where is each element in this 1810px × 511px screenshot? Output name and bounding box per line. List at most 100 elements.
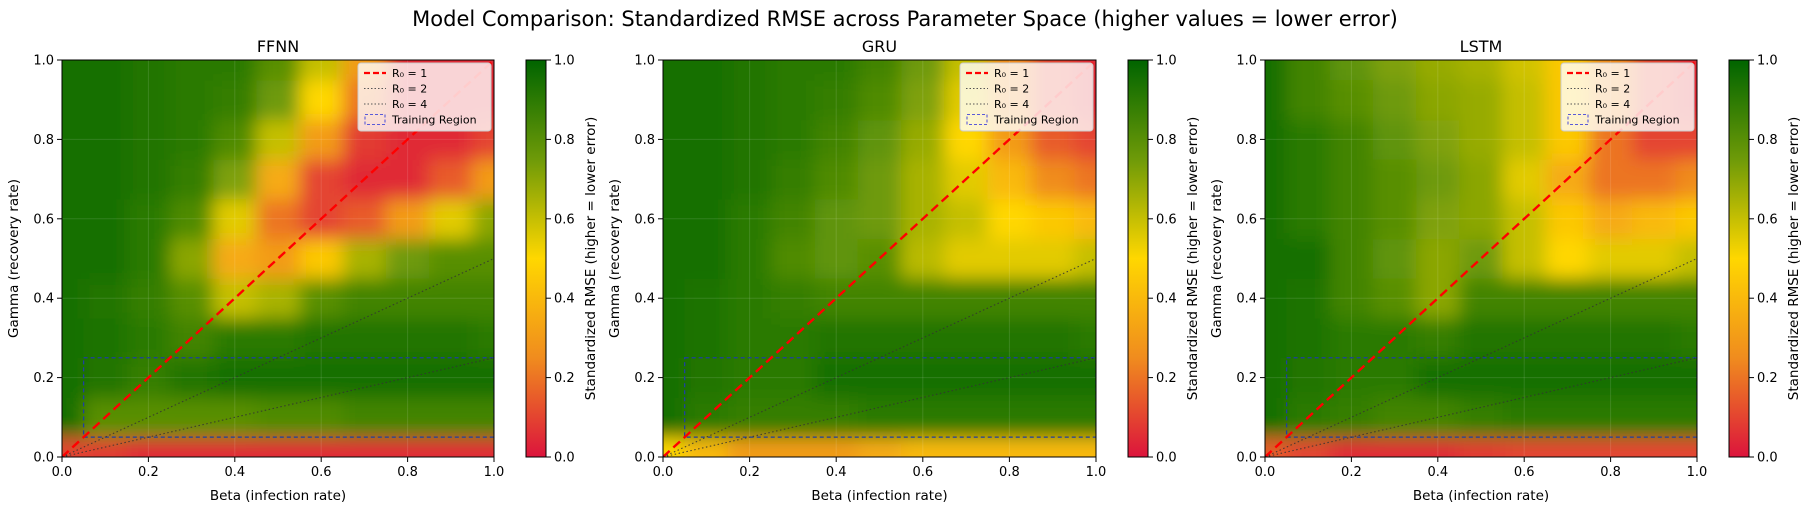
heatmap-cell	[1589, 198, 1633, 240]
x-axis-label: Beta (infection rate)	[811, 488, 947, 504]
x-tick-label: 1.0	[1687, 465, 1708, 480]
heatmap-cell	[1416, 437, 1460, 457]
heatmap-cell	[1031, 198, 1075, 240]
heatmap-cell	[1632, 437, 1676, 457]
heatmap-cell	[987, 198, 1032, 240]
heatmap-cell	[1459, 79, 1504, 121]
heatmap-cell	[987, 397, 1032, 438]
heatmap-cell	[663, 318, 686, 359]
colorbar-tick-label: 0.4	[1156, 292, 1177, 307]
heatmap-cell	[1502, 278, 1547, 319]
y-tick-label: 1.0	[1236, 54, 1257, 69]
heatmap-cell	[213, 357, 257, 398]
heatmap-cell	[62, 119, 85, 160]
heatmap-cell	[1416, 60, 1460, 81]
heatmap-cell	[170, 397, 214, 438]
heatmap-cell	[1265, 357, 1288, 398]
heatmap-cell	[857, 159, 902, 200]
heatmap-cell	[126, 238, 171, 279]
r0-line-2	[62, 258, 494, 457]
heatmap-cell	[1265, 79, 1288, 121]
heatmap-cell	[429, 159, 473, 200]
heatmap-cell	[1589, 238, 1633, 279]
heatmap-cell	[1373, 119, 1417, 160]
heatmap-cell	[1329, 159, 1374, 200]
heatmap-cell	[1373, 79, 1417, 121]
colorbar-tick-label: 0.6	[1757, 212, 1778, 227]
heatmap-cell	[727, 278, 772, 319]
heatmap-cell	[771, 79, 816, 121]
colorbar-tick-label: 0.2	[554, 371, 575, 386]
heatmap-cell	[83, 119, 128, 160]
heatmap-cell	[83, 159, 128, 200]
heatmap-cell	[1675, 198, 1697, 240]
heatmap-cell	[901, 238, 945, 279]
heatmap-cell	[386, 357, 430, 398]
x-tick-label: 0.8	[1600, 465, 1621, 480]
heatmap-cell	[727, 437, 772, 457]
x-tick-label: 0.8	[397, 465, 418, 480]
heatmap-cell	[1329, 60, 1374, 81]
heatmap-cell	[62, 198, 85, 240]
heatmap-cell	[299, 60, 344, 81]
heatmap-cell	[684, 198, 729, 240]
x-axis-label: Beta (infection rate)	[1413, 488, 1549, 504]
y-tick-label: 0.2	[634, 371, 655, 386]
heatmap-cell	[126, 318, 171, 359]
heatmap-cell	[814, 159, 859, 200]
legend-label: R₀ = 4	[392, 98, 427, 111]
heatmap-cell	[987, 318, 1032, 359]
heatmap-cell	[342, 198, 387, 240]
heatmap-cell	[1632, 397, 1676, 438]
heatmap-cell	[126, 198, 171, 240]
heatmap-cell	[1416, 318, 1460, 359]
x-tick-label: 0.8	[999, 465, 1020, 480]
colorbar-tick-label: 0.8	[1156, 133, 1177, 148]
heatmap-cell	[299, 437, 344, 457]
legend-box	[959, 62, 1094, 132]
heatmap-cell	[1502, 437, 1547, 457]
y-tick-label: 0.6	[1236, 212, 1257, 227]
heatmap-cell	[684, 357, 729, 398]
heatmap-cell	[901, 357, 945, 398]
heatmap	[62, 60, 494, 457]
r0-line-2	[663, 258, 1096, 457]
heatmap-cell	[944, 278, 989, 319]
legend: R₀ = 1 R₀ = 2 R₀ = 4 Training Region	[1560, 62, 1695, 132]
heatmap-cell	[170, 238, 214, 279]
y-tick-label: 0.2	[1236, 371, 1257, 386]
y-tick-label: 0.8	[33, 133, 54, 148]
heatmap-cell	[901, 79, 945, 121]
heatmap-cell	[987, 437, 1032, 457]
heatmap-cell	[814, 397, 859, 438]
heatmap-cell	[1545, 278, 1590, 319]
heatmap-cell	[342, 238, 387, 279]
colorbar	[525, 59, 547, 458]
heatmap-cell	[1265, 278, 1288, 319]
heatmap-cells	[663, 60, 1096, 457]
heatmap-cell	[1286, 60, 1331, 81]
legend-label: R₀ = 4	[994, 98, 1029, 111]
legend-label: R₀ = 2	[392, 83, 427, 96]
legend-label: R₀ = 2	[1595, 83, 1630, 96]
heatmap-cell	[213, 79, 257, 121]
heatmap-cell	[83, 238, 128, 279]
heatmap-cell	[684, 278, 729, 319]
heatmap-cell	[256, 437, 301, 457]
x-axis-label: Beta (infection rate)	[210, 488, 346, 504]
colorbar-tick-label: 0.6	[554, 212, 575, 227]
legend-label: R₀ = 4	[1595, 98, 1630, 111]
heatmap-cell	[256, 198, 301, 240]
heatmap-cell	[256, 318, 301, 359]
heatmap-cell	[901, 119, 945, 160]
legend-swatch	[966, 113, 988, 126]
heatmap-cell	[814, 79, 859, 121]
axes-frame	[61, 59, 495, 458]
heatmap-cell	[1265, 318, 1288, 359]
heatmap-cell	[1545, 318, 1590, 359]
legend-label: R₀ = 1	[392, 67, 427, 80]
heatmap-cell	[814, 318, 859, 359]
heatmap-cell	[1373, 278, 1417, 319]
heatmap-cell	[1459, 60, 1504, 81]
heatmap-cell	[1502, 79, 1547, 121]
